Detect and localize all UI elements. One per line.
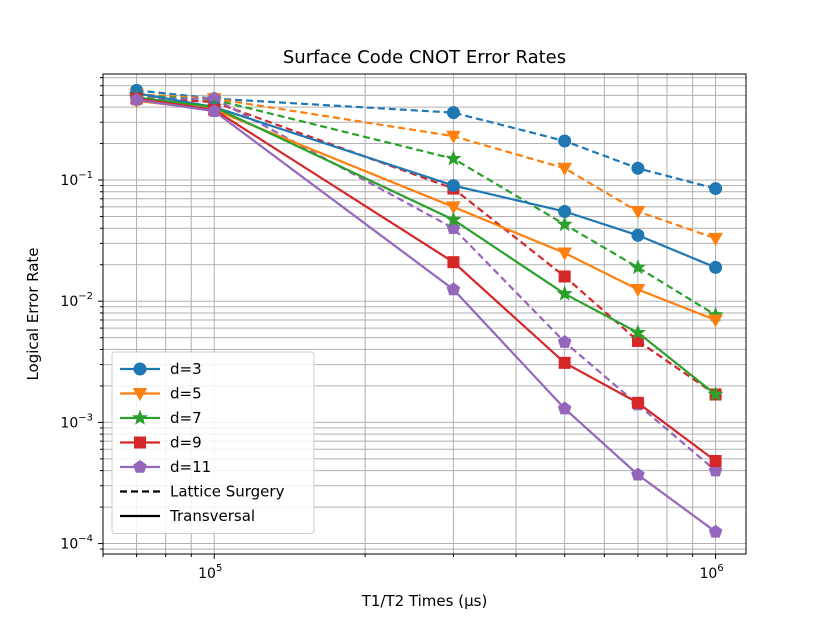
data-point bbox=[207, 104, 221, 117]
data-point bbox=[631, 161, 645, 175]
data-point bbox=[708, 232, 723, 246]
legend-entry: d=11 bbox=[120, 458, 211, 476]
data-point bbox=[630, 283, 646, 297]
x-axis-label: T1/T2 Times (μs) bbox=[361, 592, 488, 610]
data-point bbox=[557, 401, 572, 415]
data-point bbox=[629, 324, 646, 340]
legend: d=3 d=5 d=7 d=9 d=11 Lattice Surgery Transvers… bbox=[111, 351, 315, 534]
data-point bbox=[133, 459, 147, 473]
data-point bbox=[132, 388, 148, 402]
series-line bbox=[136, 96, 717, 396]
legend-label: Lattice Surgery bbox=[170, 483, 285, 501]
series-line bbox=[136, 98, 717, 533]
data-point bbox=[446, 179, 460, 193]
legend-entry: d=9 bbox=[120, 434, 202, 452]
data-point bbox=[709, 260, 723, 274]
series-line bbox=[136, 99, 716, 322]
legend-entry: Transversal bbox=[120, 507, 255, 525]
legend-label: d=9 bbox=[170, 434, 202, 452]
data-point bbox=[557, 162, 573, 176]
data-point bbox=[558, 204, 572, 218]
y-tick-label: 10−1 bbox=[60, 170, 93, 189]
legend-label: d=11 bbox=[170, 458, 211, 476]
series-line bbox=[136, 94, 717, 316]
data-point bbox=[446, 106, 460, 120]
legend-label: d=5 bbox=[170, 385, 202, 403]
y-tick-label: 10−2 bbox=[60, 291, 93, 310]
data-point bbox=[709, 455, 722, 468]
legend-label: d=7 bbox=[170, 409, 202, 427]
series-d=11-solid bbox=[129, 92, 723, 538]
series-line bbox=[136, 96, 717, 396]
data-point bbox=[708, 463, 723, 477]
x-tick-label: 106 bbox=[699, 563, 723, 582]
series-line bbox=[136, 93, 716, 240]
data-point bbox=[631, 467, 645, 481]
data-point bbox=[556, 285, 573, 301]
data-point bbox=[445, 150, 462, 166]
plot-frame bbox=[102, 73, 747, 555]
data-point bbox=[446, 201, 461, 215]
data-point bbox=[446, 130, 461, 144]
data-point bbox=[630, 205, 646, 220]
data-point bbox=[631, 396, 644, 409]
data-point bbox=[134, 436, 146, 449]
data-point bbox=[629, 259, 646, 275]
legend-entry: d=3 bbox=[120, 360, 202, 378]
series-layer bbox=[128, 83, 724, 538]
series-d=5-solid bbox=[129, 95, 723, 328]
data-point bbox=[708, 524, 723, 538]
data-point bbox=[556, 216, 573, 232]
data-point bbox=[707, 386, 724, 402]
data-point bbox=[558, 356, 571, 369]
legend-entry: Lattice Surgery bbox=[120, 483, 285, 501]
data-point bbox=[447, 256, 460, 269]
legend-label: Transversal bbox=[169, 507, 255, 525]
data-point bbox=[558, 134, 572, 148]
legend-label: d=3 bbox=[170, 360, 202, 378]
data-point bbox=[445, 211, 462, 227]
data-point bbox=[133, 362, 147, 376]
series-line bbox=[136, 97, 717, 472]
data-point bbox=[132, 409, 148, 425]
legend-entry: d=5 bbox=[120, 385, 202, 403]
data-point bbox=[129, 92, 144, 106]
legend-entry: d=7 bbox=[120, 409, 202, 427]
chart-title: Surface Code CNOT Error Rates bbox=[283, 47, 566, 68]
series-line bbox=[136, 97, 717, 462]
data-point bbox=[558, 270, 571, 283]
data-point bbox=[557, 334, 572, 348]
legend-box bbox=[111, 351, 315, 534]
y-axis-label: Logical Error Rate bbox=[24, 247, 42, 380]
data-point bbox=[631, 228, 645, 242]
data-point bbox=[446, 282, 461, 296]
x-tick-label: 105 bbox=[198, 563, 222, 582]
data-point bbox=[557, 247, 573, 261]
data-point bbox=[708, 314, 723, 328]
ticks: 105 106 10−1 10−2 10−3 10−4 bbox=[60, 77, 724, 582]
data-point bbox=[709, 182, 723, 196]
y-tick-label: 10−3 bbox=[60, 412, 93, 431]
y-tick-label: 10−4 bbox=[60, 534, 93, 553]
series-line bbox=[136, 89, 716, 190]
